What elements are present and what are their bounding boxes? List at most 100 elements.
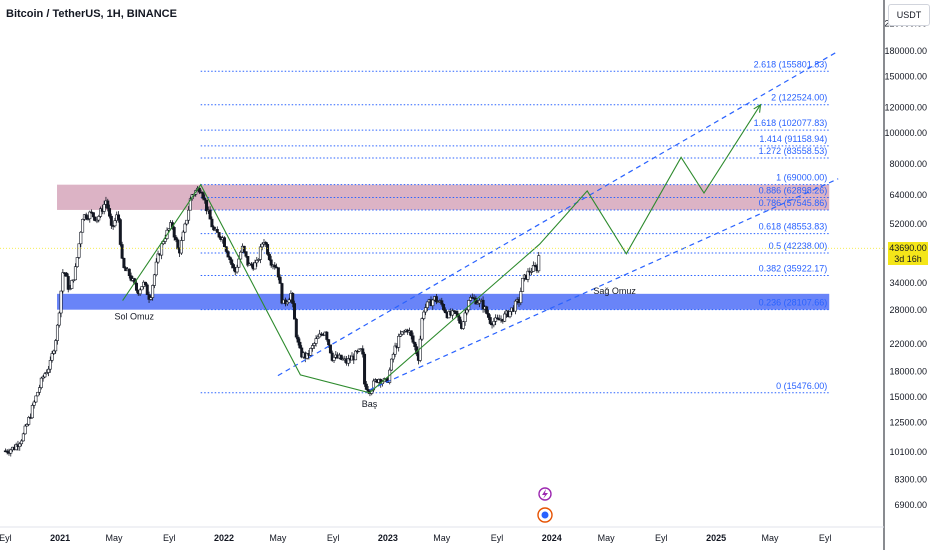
- candle-body: [160, 243, 164, 256]
- candle-body: [411, 335, 415, 343]
- candle-body: [327, 339, 331, 346]
- candle-body: [230, 259, 234, 265]
- candle-body: [253, 262, 257, 270]
- candle-body: [458, 316, 462, 324]
- candle-body: [420, 318, 424, 340]
- y-tick-label: 18000.00: [889, 367, 927, 377]
- candle-body: [530, 271, 534, 273]
- candle-body: [208, 209, 212, 220]
- fib-level-label: 0.886 (62898.26): [759, 186, 828, 196]
- candle-body: [27, 417, 31, 425]
- candle-body: [39, 377, 43, 388]
- candle-body: [310, 345, 314, 349]
- x-tick-label: 2021: [50, 533, 70, 543]
- candle-body: [48, 360, 52, 370]
- candle-body: [328, 344, 332, 354]
- y-tick-label: 100000.00: [884, 128, 927, 138]
- candle-body: [285, 301, 289, 305]
- candle-timer: 3d 16h: [888, 254, 928, 266]
- candle-body: [494, 317, 498, 322]
- candle-body: [127, 268, 131, 276]
- candle-body: [55, 324, 59, 341]
- candle-body: [197, 187, 201, 193]
- y-tick-label: 10100.00: [889, 447, 927, 457]
- x-tick-label: May: [761, 533, 779, 543]
- candle-body: [431, 299, 435, 307]
- projection-path: [122, 104, 761, 394]
- projection-arrow-head: [753, 103, 762, 113]
- x-tick-label: 2023: [378, 533, 398, 543]
- candle-body: [397, 335, 401, 348]
- y-tick-label: 15000.00: [889, 392, 927, 402]
- candle-body: [463, 312, 467, 323]
- candle-body: [64, 272, 68, 277]
- candle-body: [273, 264, 277, 268]
- candle-body: [361, 348, 365, 355]
- candle-body: [50, 353, 54, 361]
- candle-body: [255, 259, 259, 264]
- candle-body: [72, 279, 76, 282]
- candle-body: [442, 303, 446, 311]
- candle-body: [156, 253, 160, 263]
- fib-level-label: 1.618 (102077.83): [754, 118, 828, 128]
- candle-body: [187, 209, 191, 221]
- candle-body: [366, 389, 370, 392]
- candle-body: [461, 321, 465, 329]
- candle-body: [176, 239, 180, 250]
- candle-body: [59, 290, 63, 314]
- x-tick-label: Eyl: [0, 533, 12, 543]
- candle-body: [526, 270, 530, 280]
- x-tick-label: Eyl: [491, 533, 504, 543]
- pattern-label: Sol Omuz: [114, 311, 154, 321]
- candle-body: [88, 211, 92, 220]
- candle-body: [231, 264, 235, 269]
- candle-body: [278, 276, 282, 284]
- candle-body: [21, 433, 25, 442]
- x-tick-label: Eyl: [819, 533, 832, 543]
- candle-body: [143, 281, 147, 286]
- candle-body: [508, 311, 512, 318]
- candle-body: [36, 391, 40, 397]
- y-tick-label: 180000.00: [884, 46, 927, 56]
- candle-body: [305, 353, 309, 359]
- candle-body: [106, 200, 110, 209]
- candle-body: [138, 289, 142, 295]
- candle-body: [513, 300, 517, 312]
- candle-body: [34, 395, 38, 403]
- candle-body: [389, 358, 393, 371]
- candle-body: [73, 266, 77, 281]
- candle-body: [451, 310, 455, 316]
- candle-body: [151, 285, 155, 298]
- pattern-label: Sağ Omuz: [593, 286, 636, 296]
- candle-body: [413, 341, 417, 347]
- candle-body: [398, 333, 402, 337]
- candle-body: [354, 350, 358, 361]
- candle-body: [84, 214, 88, 219]
- candle-body: [422, 311, 426, 319]
- candle-body: [425, 301, 429, 308]
- candle-body: [152, 274, 156, 286]
- candle-body: [45, 372, 49, 375]
- candle-body: [215, 229, 219, 233]
- candle-body: [402, 331, 406, 333]
- y-tick-label: 52000.00: [889, 219, 927, 229]
- candle-body: [537, 255, 541, 272]
- candle-body: [521, 277, 525, 292]
- fib-level-label: 0.236 (28107.66): [759, 298, 828, 308]
- candle-body: [400, 331, 404, 335]
- currency-button[interactable]: USDT: [888, 4, 930, 26]
- candle-body: [120, 244, 124, 259]
- x-tick-label: May: [598, 533, 616, 543]
- candle-body: [325, 331, 329, 340]
- candle-body: [81, 219, 85, 233]
- candle-body: [25, 424, 29, 427]
- candle-body: [9, 449, 13, 454]
- candle-body: [201, 192, 205, 199]
- y-tick-label: 64000.00: [889, 190, 927, 200]
- candle-body: [363, 353, 367, 385]
- candle-body: [503, 313, 507, 322]
- fib-level-label: 0.382 (35922.17): [759, 264, 828, 274]
- candle-body: [188, 198, 192, 211]
- candle-body: [287, 299, 291, 303]
